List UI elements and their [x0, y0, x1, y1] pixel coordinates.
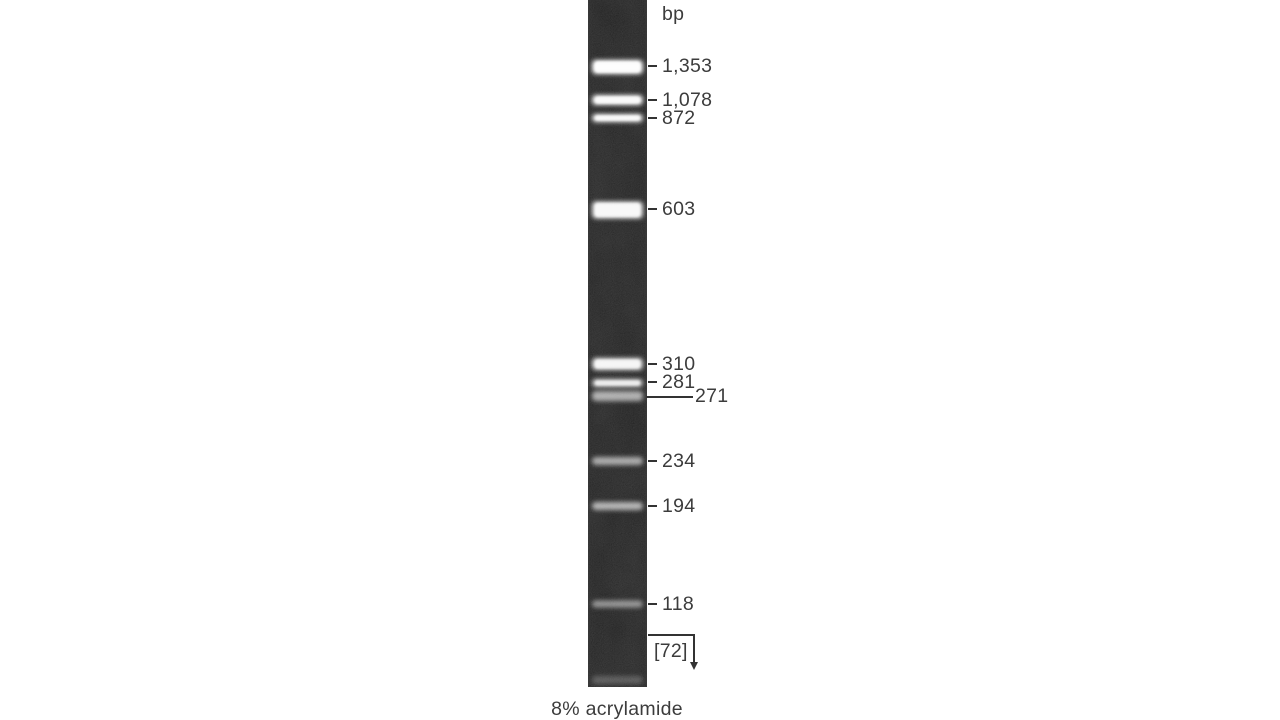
marker-label: 281	[662, 370, 696, 393]
marker-tick	[648, 363, 657, 365]
unit-label-bp: bp	[662, 3, 685, 25]
marker-tick	[648, 208, 657, 210]
marker-tick	[648, 117, 657, 119]
size-marker: 310	[648, 352, 696, 375]
size-marker: 1,078	[648, 88, 713, 111]
marker-tick	[648, 65, 657, 67]
size-marker: 234	[648, 449, 696, 472]
size-marker: 194	[648, 494, 696, 517]
marker-label-72: [72]	[654, 640, 688, 662]
marker-tick	[648, 603, 657, 605]
marker-label: 118	[662, 592, 694, 615]
marker-label: 194	[662, 494, 696, 517]
size-marker: 118	[648, 592, 694, 615]
marker-tick	[648, 505, 657, 507]
down-arrow-icon	[690, 662, 698, 670]
marker-tick	[648, 381, 657, 383]
gel-lane	[588, 0, 647, 687]
size-marker: 281	[648, 370, 696, 393]
leader-line-271	[646, 396, 693, 398]
size-marker: 603	[648, 197, 696, 220]
marker-tick	[648, 460, 657, 462]
marker-label: 603	[662, 197, 696, 220]
marker-label: 310	[662, 352, 696, 375]
marker-label: 872	[662, 106, 696, 129]
gel-lane-image	[588, 0, 647, 687]
size-marker: 872	[648, 106, 696, 129]
marker-label: 234	[662, 449, 696, 472]
size-marker: 1,353	[648, 54, 713, 77]
marker-label: 1,078	[662, 88, 713, 111]
marker-label-271: 271	[695, 385, 729, 407]
marker-tick	[648, 99, 657, 101]
figure-caption: 8% acrylamide	[551, 698, 683, 720]
marker-label: 1,353	[662, 54, 713, 77]
bracket-72-horizontal-line	[648, 634, 695, 636]
bracket-72-vertical-line	[693, 634, 695, 663]
gel-bands	[592, 60, 643, 684]
